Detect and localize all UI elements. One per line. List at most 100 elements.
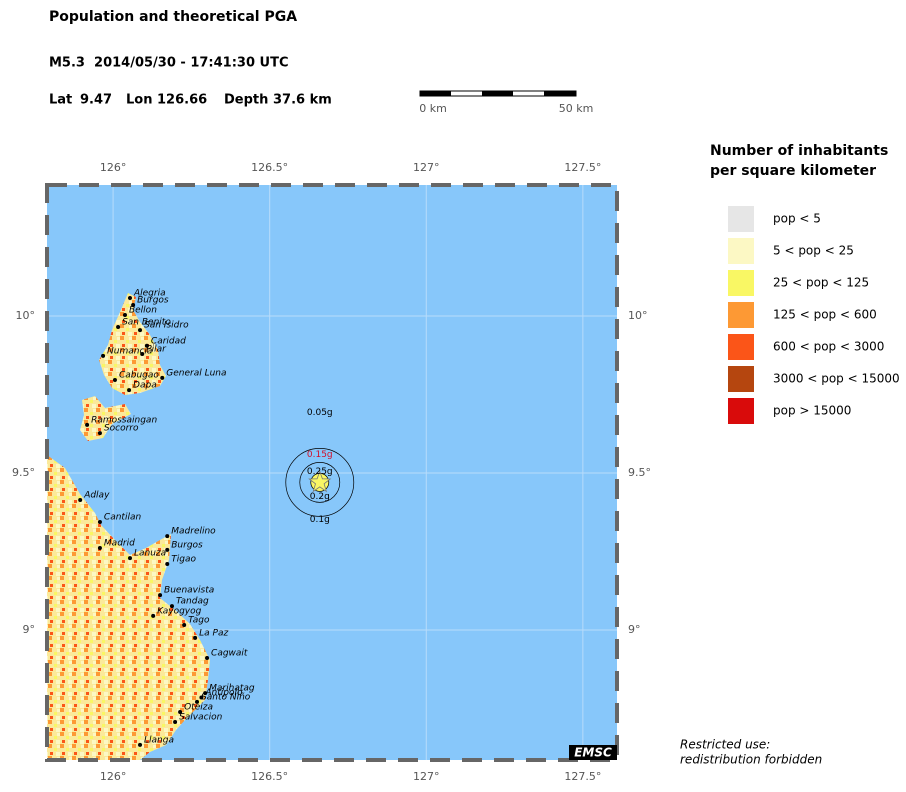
city-dot bbox=[101, 353, 106, 358]
legend-label: pop > 15000 bbox=[773, 404, 851, 418]
legend-title: Number of inhabitants bbox=[710, 143, 888, 159]
city-dot bbox=[165, 562, 170, 567]
logo: EMSC bbox=[574, 746, 612, 760]
city-dot bbox=[182, 622, 187, 627]
city-dot bbox=[85, 422, 90, 427]
lat-tick-label: 9.5° bbox=[12, 466, 35, 479]
legend-swatch bbox=[728, 334, 754, 360]
lon-tick-label: 126° bbox=[100, 770, 127, 783]
legend-swatch bbox=[728, 398, 754, 424]
scale-end: 50 km bbox=[559, 102, 594, 115]
city-label: Tigao bbox=[171, 555, 196, 565]
depth: 37.6 km bbox=[273, 93, 332, 108]
city-dot bbox=[116, 324, 121, 329]
city-label: Lanuza bbox=[134, 549, 166, 559]
city-dot bbox=[127, 296, 132, 301]
city-label: Socorro bbox=[104, 424, 139, 434]
lat-tick-label: 9° bbox=[628, 623, 641, 636]
city-dot bbox=[195, 699, 200, 704]
city-dot bbox=[97, 519, 102, 524]
lon-tick-label: 127° bbox=[413, 770, 440, 783]
city-dot bbox=[151, 613, 156, 618]
lat-tick-label: 9° bbox=[23, 623, 36, 636]
legend-label: 600 < pop < 3000 bbox=[773, 340, 884, 354]
city-dot bbox=[199, 695, 204, 700]
city-label: San Isidro bbox=[144, 321, 189, 331]
scale-bar: 0 km 50 km bbox=[419, 90, 594, 115]
city-label: Ramossaingan bbox=[91, 415, 157, 425]
legend-swatch bbox=[728, 238, 754, 264]
epicenter bbox=[308, 470, 332, 493]
lat-label: Lat bbox=[49, 93, 72, 108]
event: M5.3 2014/05/30 - 17:41:30 UTC bbox=[49, 56, 288, 71]
map-frame bbox=[45, 183, 619, 762]
city-dot bbox=[78, 497, 83, 502]
lon-tick-label: 127.5° bbox=[564, 770, 601, 783]
city-label: Santo Niño bbox=[201, 692, 251, 702]
city-dot bbox=[127, 556, 132, 561]
city-dot bbox=[122, 313, 127, 318]
city-label: Dapa bbox=[133, 381, 157, 391]
legend-swatch bbox=[728, 206, 754, 232]
legend-label: 125 < pop < 600 bbox=[773, 308, 877, 322]
city-label: La Paz bbox=[199, 628, 228, 638]
city-dot bbox=[144, 343, 149, 348]
city-label: Tago bbox=[188, 615, 210, 625]
city-label: Oteiza bbox=[184, 702, 213, 712]
city-label: Numancia bbox=[107, 346, 152, 356]
land bbox=[47, 455, 210, 760]
city-label: Cantilan bbox=[104, 512, 142, 522]
city-dot bbox=[131, 302, 136, 307]
city-label: Marihatag bbox=[209, 684, 255, 694]
notice: Restricted use: bbox=[680, 738, 770, 752]
depth-label: Depth bbox=[224, 93, 268, 108]
pga-label: 0.25g bbox=[307, 467, 333, 477]
legend-label: 3000 < pop < 15000 bbox=[773, 372, 900, 386]
city-dot bbox=[173, 720, 178, 725]
city-dot bbox=[138, 328, 143, 333]
city-label: San Benito bbox=[122, 317, 171, 327]
city-label: Burgos bbox=[171, 540, 203, 550]
city-label: Caridad bbox=[151, 336, 186, 346]
lat-tick-label: 9.5° bbox=[628, 466, 651, 479]
city-dot bbox=[127, 388, 132, 393]
city-label: Llanga bbox=[144, 735, 174, 745]
lon-tick-label: 126.5° bbox=[251, 770, 288, 783]
pga-label: 0.15g bbox=[307, 450, 333, 460]
city-label: Cagwait bbox=[211, 648, 248, 658]
legend-swatch bbox=[728, 270, 754, 296]
city-label: Tandag bbox=[176, 597, 209, 607]
logo-box bbox=[569, 745, 617, 760]
pga-label: 0.05g bbox=[307, 408, 333, 418]
pga-label: 0.1g bbox=[310, 515, 330, 525]
lon-tick-label: 127.5° bbox=[564, 161, 601, 174]
city-dot bbox=[203, 691, 208, 696]
pga-label: 0.2g bbox=[310, 492, 330, 502]
legend-swatch bbox=[728, 366, 754, 392]
lon-tick-label: 126.5° bbox=[251, 161, 288, 174]
city-dot bbox=[165, 534, 170, 539]
notice: redistribution forbidden bbox=[680, 753, 822, 767]
city-dot bbox=[165, 547, 170, 552]
scale-start: 0 km bbox=[419, 102, 447, 115]
city-dot bbox=[138, 742, 143, 747]
land bbox=[99, 293, 166, 395]
legend-swatch bbox=[728, 302, 754, 328]
lon: 126.66 bbox=[157, 93, 207, 108]
city-label: Madrelino bbox=[171, 527, 216, 537]
city-label: Alegria bbox=[133, 289, 166, 299]
land bbox=[80, 396, 131, 441]
lon-tick-label: 126° bbox=[100, 161, 127, 174]
city-dot bbox=[140, 351, 145, 356]
city-label: Antipolo bbox=[204, 688, 243, 698]
city-dot bbox=[97, 431, 102, 436]
city-dot bbox=[169, 604, 174, 609]
city-label: Pilar bbox=[146, 344, 167, 354]
lon-tick-label: 127° bbox=[413, 161, 440, 174]
city-label: Kayogyog bbox=[157, 606, 201, 616]
city-label: Cabugao bbox=[119, 371, 159, 381]
city-label: Salvacion bbox=[179, 713, 223, 723]
city-dot bbox=[205, 655, 210, 660]
title: Population and theoretical PGA bbox=[49, 9, 297, 25]
